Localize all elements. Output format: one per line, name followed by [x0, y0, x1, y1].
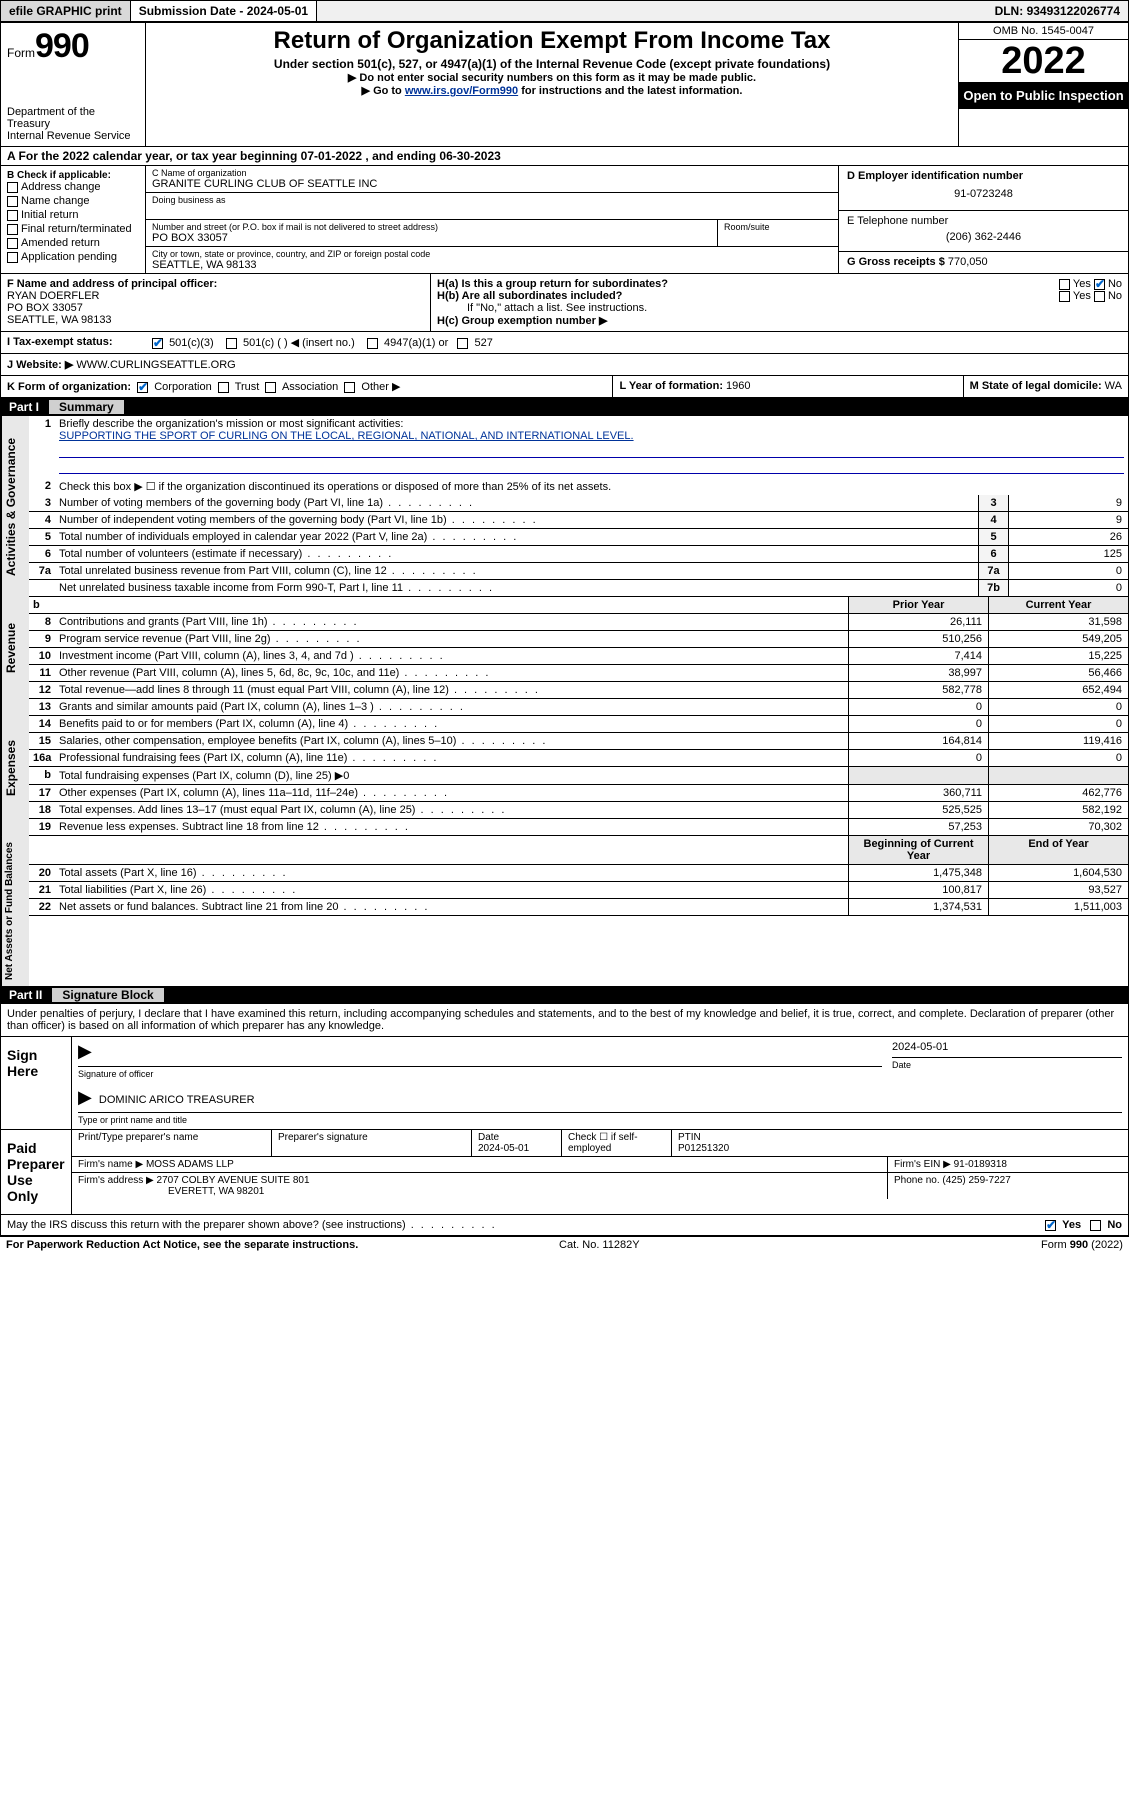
top-toolbar: efile GRAPHIC print Submission Date - 20…	[0, 0, 1129, 22]
chk-discuss-no[interactable]	[1090, 1220, 1101, 1231]
side-activities-governance: Activities & Governance	[1, 416, 29, 597]
row-i-tax-exempt: I Tax-exempt status: 501(c)(3) 501(c) ( …	[1, 332, 1128, 354]
row-k-form-org: K Form of organization: Corporation Trus…	[1, 376, 1128, 398]
table-row: 22Net assets or fund balances. Subtract …	[29, 899, 1128, 916]
row-a-tax-year: A For the 2022 calendar year, or tax yea…	[1, 147, 1128, 166]
chk-other[interactable]	[344, 382, 355, 393]
begin-end-header: Beginning of Current Year End of Year	[29, 836, 1128, 865]
arrow-icon	[78, 1094, 96, 1106]
chk-address-change[interactable]: Address change	[7, 181, 139, 193]
table-row: 19Revenue less expenses. Subtract line 1…	[29, 819, 1128, 836]
table-row: 16aProfessional fundraising fees (Part I…	[29, 750, 1128, 767]
discuss-row: May the IRS discuss this return with the…	[1, 1215, 1128, 1236]
part-i-header: Part I Summary	[1, 398, 1128, 416]
table-row: 8Contributions and grants (Part VIII, li…	[29, 614, 1128, 631]
form-header: Form990 Department of the Treasury Inter…	[1, 23, 1128, 147]
table-row: 13Grants and similar amounts paid (Part …	[29, 699, 1128, 716]
table-row: 17Other expenses (Part IX, column (A), l…	[29, 785, 1128, 802]
table-row: 12Total revenue—add lines 8 through 11 (…	[29, 682, 1128, 699]
ein-cell: D Employer identification number 91-0723…	[839, 166, 1128, 211]
irs-label: Internal Revenue Service	[7, 130, 139, 142]
table-row: 7aTotal unrelated business revenue from …	[29, 563, 1128, 580]
chk-name-change[interactable]: Name change	[7, 195, 139, 207]
chk-527[interactable]	[457, 338, 468, 349]
part-ii-header: Part II Signature Block	[1, 986, 1128, 1004]
address-cell: Number and street (or P.O. box if mail i…	[146, 220, 838, 247]
table-row: 6Total number of volunteers (estimate if…	[29, 546, 1128, 563]
chk-initial-return[interactable]: Initial return	[7, 209, 139, 221]
table-row: 15Salaries, other compensation, employee…	[29, 733, 1128, 750]
chk-discuss-yes[interactable]	[1045, 1220, 1056, 1231]
arrow-icon	[78, 1048, 96, 1060]
chk-trust[interactable]	[218, 382, 229, 393]
open-public-inspection: Open to Public Inspection	[959, 82, 1128, 109]
chk-final-return[interactable]: Final return/terminated	[7, 223, 139, 235]
form-title: Return of Organization Exempt From Incom…	[154, 27, 950, 55]
goto-note: Go to www.irs.gov/Form990 for instructio…	[154, 84, 950, 97]
chk-application-pending[interactable]: Application pending	[7, 251, 139, 263]
sign-here-label: Sign Here	[1, 1037, 71, 1129]
ssn-note: Do not enter social security numbers on …	[154, 71, 950, 84]
dept-treasury: Department of the Treasury	[7, 106, 139, 130]
chk-amended-return[interactable]: Amended return	[7, 237, 139, 249]
page-footer: For Paperwork Reduction Act Notice, see …	[0, 1237, 1129, 1253]
chk-corporation[interactable]	[137, 382, 148, 393]
chk-association[interactable]	[265, 382, 276, 393]
side-expenses: Expenses	[1, 699, 29, 836]
table-row: 18Total expenses. Add lines 13–17 (must …	[29, 802, 1128, 819]
irs-link[interactable]: www.irs.gov/Form990	[405, 85, 518, 97]
chk-501c3[interactable]	[152, 338, 163, 349]
table-row: 3Number of voting members of the governi…	[29, 495, 1128, 512]
table-row: 5Total number of individuals employed in…	[29, 529, 1128, 546]
dba-cell: Doing business as	[146, 193, 838, 220]
penalty-statement: Under penalties of perjury, I declare th…	[1, 1004, 1128, 1037]
submission-date: Submission Date - 2024-05-01	[131, 1, 317, 21]
omb-number: OMB No. 1545-0047	[959, 23, 1128, 40]
prior-current-header: b Prior Year Current Year	[29, 597, 1128, 614]
table-row: 14Benefits paid to or for members (Part …	[29, 716, 1128, 733]
mission-text: SUPPORTING THE SPORT OF CURLING ON THE L…	[59, 430, 634, 442]
table-row: Net unrelated business taxable income fr…	[29, 580, 1128, 597]
efile-print-button[interactable]: efile GRAPHIC print	[1, 1, 131, 21]
gross-receipts-cell: G Gross receipts $ 770,050	[839, 252, 1128, 272]
chk-501c[interactable]	[226, 338, 237, 349]
table-row: 11Other revenue (Part VIII, column (A), …	[29, 665, 1128, 682]
chk-4947[interactable]	[367, 338, 378, 349]
table-row: bTotal fundraising expenses (Part IX, co…	[29, 767, 1128, 785]
table-row: 9Program service revenue (Part VIII, lin…	[29, 631, 1128, 648]
form-container: Form990 Department of the Treasury Inter…	[0, 22, 1129, 1237]
table-row: 4Number of independent voting members of…	[29, 512, 1128, 529]
paid-preparer-label: Paid Preparer Use Only	[1, 1130, 71, 1214]
row-j-website: J Website: ▶ WWW.CURLINGSEATTLE.ORG	[1, 354, 1128, 376]
tax-year: 2022	[959, 40, 1128, 82]
dln: DLN: 93493122026774	[987, 1, 1128, 21]
table-row: 10Investment income (Part VIII, column (…	[29, 648, 1128, 665]
side-net-assets: Net Assets or Fund Balances	[1, 836, 29, 986]
org-name-cell: C Name of organization GRANITE CURLING C…	[146, 166, 838, 193]
row-f: F Name and address of principal officer:…	[1, 274, 1128, 332]
form-number: Form990	[7, 27, 139, 66]
form-subtitle: Under section 501(c), 527, or 4947(a)(1)…	[154, 57, 950, 71]
table-row: 20Total assets (Part X, line 16)1,475,34…	[29, 865, 1128, 882]
col-b-checkboxes: B Check if applicable: Address change Na…	[1, 166, 146, 273]
side-revenue: Revenue	[1, 597, 29, 699]
table-row: 21Total liabilities (Part X, line 26)100…	[29, 882, 1128, 899]
phone-cell: E Telephone number (206) 362-2446	[839, 211, 1128, 252]
city-cell: City or town, state or province, country…	[146, 247, 838, 273]
